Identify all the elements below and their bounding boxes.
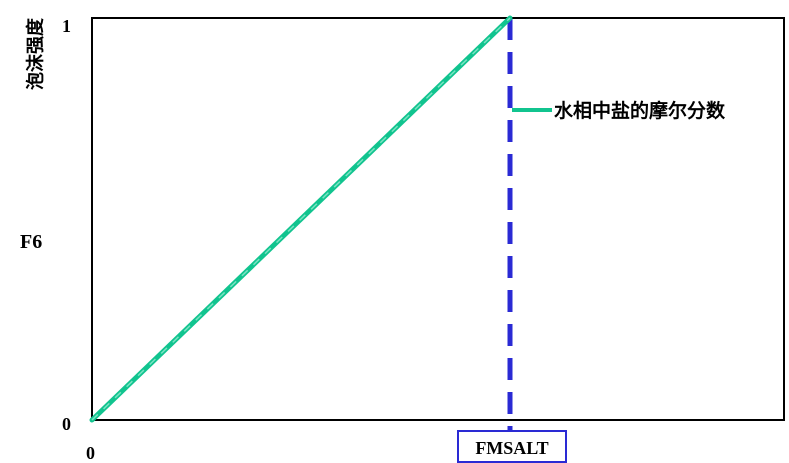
series-line-dash-overlay bbox=[91, 17, 511, 421]
y-tick-label-top: 1 bbox=[62, 16, 71, 36]
x-axis-symbol: FMSALT bbox=[475, 438, 548, 458]
x-symbol-box bbox=[457, 430, 567, 463]
x-tick-label-origin: 0 bbox=[86, 443, 95, 463]
y-axis-symbol: F6 bbox=[20, 231, 42, 253]
y-axis-title: 泡沫强度 bbox=[25, 17, 47, 90]
plot-frame bbox=[91, 17, 785, 421]
annotation-label: 水相中盐的摩尔分数 bbox=[554, 99, 726, 122]
y-tick-label-bottom: 0 bbox=[62, 414, 71, 434]
